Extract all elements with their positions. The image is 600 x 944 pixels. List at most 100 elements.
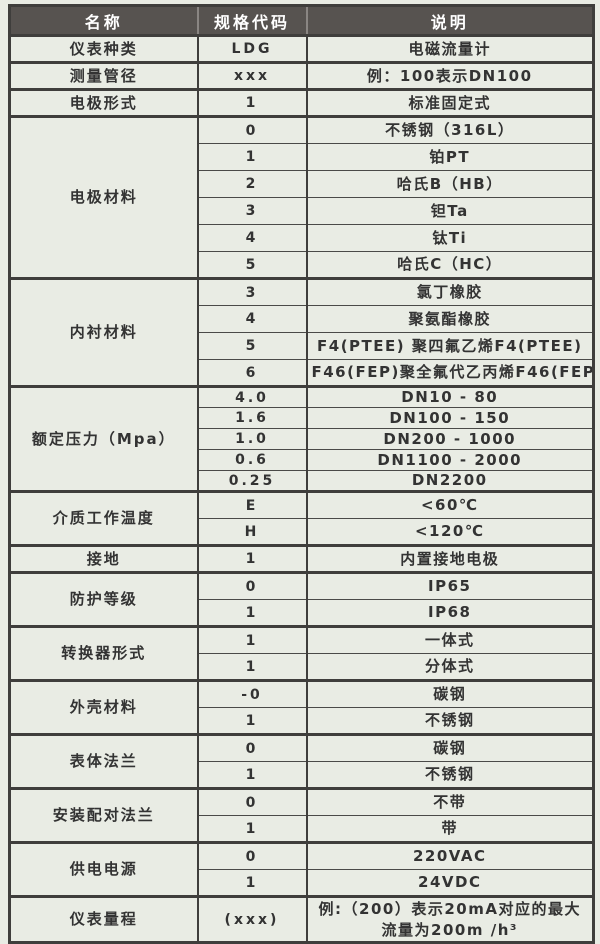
table-row: 转换器形式 1 一体式 (8, 625, 595, 681)
description-cell: DN10 - 80 (305, 385, 595, 408)
spec-code-cell: 5 (196, 332, 308, 360)
table-row: 4 钛Ti (10, 224, 595, 252)
spec-code-cell: 1 (196, 707, 308, 735)
spec-code-cell: 0 (196, 571, 308, 600)
group-name-cell: 表体法兰 (8, 733, 199, 789)
description-cell: 分体式 (305, 653, 595, 681)
spec-code-cell: 1.0 (196, 428, 308, 450)
description-cell: 例：100表示DN100 (305, 61, 595, 90)
spec-code-cell: 2 (196, 170, 308, 198)
spec-code-cell: 5 (196, 251, 308, 279)
spec-code-cell: 0 (196, 841, 308, 870)
spec-code-cell: 4 (196, 305, 308, 333)
description-cell: DN100 - 150 (305, 407, 595, 429)
table-row: 1 IP68 (10, 599, 595, 627)
table-row: 5 F4(PTEE) 聚四氟乙烯F4(PTEE) (10, 332, 595, 360)
group-name-cell: 防护等级 (8, 571, 199, 627)
column-header-description: 说明 (305, 4, 594, 37)
spec-table-body: 仪表种类 LDG 电磁流量计 测量管径 xxx 例：100表示DN100 电极形式 1 标准固定… (8, 34, 595, 943)
table-row: H <120℃ (10, 518, 595, 546)
description-cell: DN200 - 1000 (305, 428, 595, 450)
table-row: 外壳材料 -0 碳钢 (8, 679, 595, 735)
group-name-cell: 额定压力（Mpa） (8, 385, 199, 492)
description-cell: 碳钢 (305, 733, 595, 762)
table-row: 1 分体式 (10, 653, 595, 681)
group-name-cell: 介质工作温度 (8, 490, 199, 546)
spec-code-cell: 1.6 (196, 407, 308, 429)
group-name-cell: 仪表量程 (8, 895, 199, 943)
column-header-code: 规格代码 (196, 4, 308, 37)
table-row: 电极材料 0 不锈钢（316L） (8, 115, 595, 279)
group-name-cell: 安装配对法兰 (8, 787, 199, 843)
spec-code-cell: 1 (196, 143, 308, 171)
description-cell: IP65 (305, 571, 595, 600)
group-name-cell: 测量管径 (8, 61, 199, 90)
column-header-name: 名称 (9, 4, 199, 37)
table-row: 供电电源 0 220VAC (8, 841, 595, 897)
description-cell: F46(FEP)聚全氟代乙丙烯F46(FEP) (305, 359, 595, 387)
description-cell: 哈氏C（HC） (305, 251, 595, 279)
table-row: 安装配对法兰 0 不带 (8, 787, 595, 843)
description-cell: 220VAC (305, 841, 595, 870)
spec-code-cell: xxx (196, 61, 308, 90)
group-name-cell: 接地 (8, 544, 199, 573)
spec-table: 名称 规格代码 说明 仪表种类 LDG 电磁流量计 测量管径 xxx 例：100表示DN1… (8, 4, 595, 944)
description-cell: 24VDC (305, 869, 595, 897)
group-name-cell: 仪表种类 (8, 34, 199, 63)
spec-code-cell: 1 (196, 544, 308, 573)
description-cell: 一体式 (305, 625, 595, 654)
table-row: 6 F46(FEP)聚全氟代乙丙烯F46(FEP) (10, 359, 595, 387)
description-cell: 铂PT (305, 143, 595, 171)
description-cell: 不锈钢（316L） (305, 115, 595, 144)
spec-code-cell: 4 (196, 224, 308, 252)
description-cell: 钽Ta (305, 197, 595, 225)
description-cell: IP68 (305, 599, 595, 627)
description-line: 例:（200）表示20mA对应的最大 (318, 899, 581, 918)
table-row: 测量管径 xxx 例：100表示DN100 (8, 61, 595, 90)
description-cell: 内置接地电极 (305, 544, 595, 573)
group-name-cell: 转换器形式 (8, 625, 199, 681)
table-row: 1 24VDC (10, 869, 595, 897)
spec-code-cell: 1 (196, 88, 308, 117)
spec-code-cell: 0.6 (196, 449, 308, 471)
spec-code-cell: 1 (196, 761, 308, 789)
description-line: 流量为200m /h³ (381, 920, 518, 939)
table-row: 仪表量程 (xxx) 例:（200）表示20mA对应的最大 流量为200m /h³ (8, 895, 595, 943)
table-row: 额定压力（Mpa） 4.0 DN10 - 80 (8, 385, 595, 492)
group-name-cell: 内衬材料 (8, 277, 199, 387)
spec-code-cell: 0 (196, 733, 308, 762)
description-cell: 氯丁橡胶 (305, 277, 595, 306)
description-cell: 带 (305, 815, 595, 843)
table-row: 0.6 DN1100 - 2000 (10, 449, 595, 471)
spec-code-cell: H (196, 518, 308, 546)
description-cell: 不带 (305, 787, 595, 816)
table-row: 仪表种类 LDG 电磁流量计 (8, 34, 595, 63)
group-name-cell: 供电电源 (8, 841, 199, 897)
spec-code-cell: 1 (196, 653, 308, 681)
table-row: 内衬材料 3 氯丁橡胶 (8, 277, 595, 387)
table-row: 防护等级 0 IP65 (8, 571, 595, 627)
spec-code-cell: LDG (196, 34, 308, 63)
spec-code-cell: 0 (196, 787, 308, 816)
group-name-cell: 电极形式 (8, 88, 199, 117)
description-cell: 钛Ti (305, 224, 595, 252)
description-cell: 例:（200）表示20mA对应的最大 流量为200m /h³ (305, 895, 595, 943)
spec-code-cell: 0.25 (196, 470, 308, 492)
spec-code-cell: 6 (196, 359, 308, 387)
table-row: 表体法兰 0 碳钢 (8, 733, 595, 789)
table-row: 接地 1 内置接地电极 (8, 544, 595, 573)
spec-code-cell: 1 (196, 815, 308, 843)
description-cell: 标准固定式 (305, 88, 595, 117)
description-cell: 哈氏B（HB） (305, 170, 595, 198)
spec-code-cell: -0 (196, 679, 308, 708)
description-cell: <60℃ (305, 490, 595, 519)
header-row: 名称 规格代码 说明 (9, 4, 594, 37)
spec-code-cell: 1 (196, 869, 308, 897)
table-row: 1 不锈钢 (10, 707, 595, 735)
spec-code-cell: 0 (196, 115, 308, 144)
description-cell: 电磁流量计 (305, 34, 595, 63)
table-row: 1 铂PT (10, 143, 595, 171)
spec-code-cell: 4.0 (196, 385, 308, 408)
